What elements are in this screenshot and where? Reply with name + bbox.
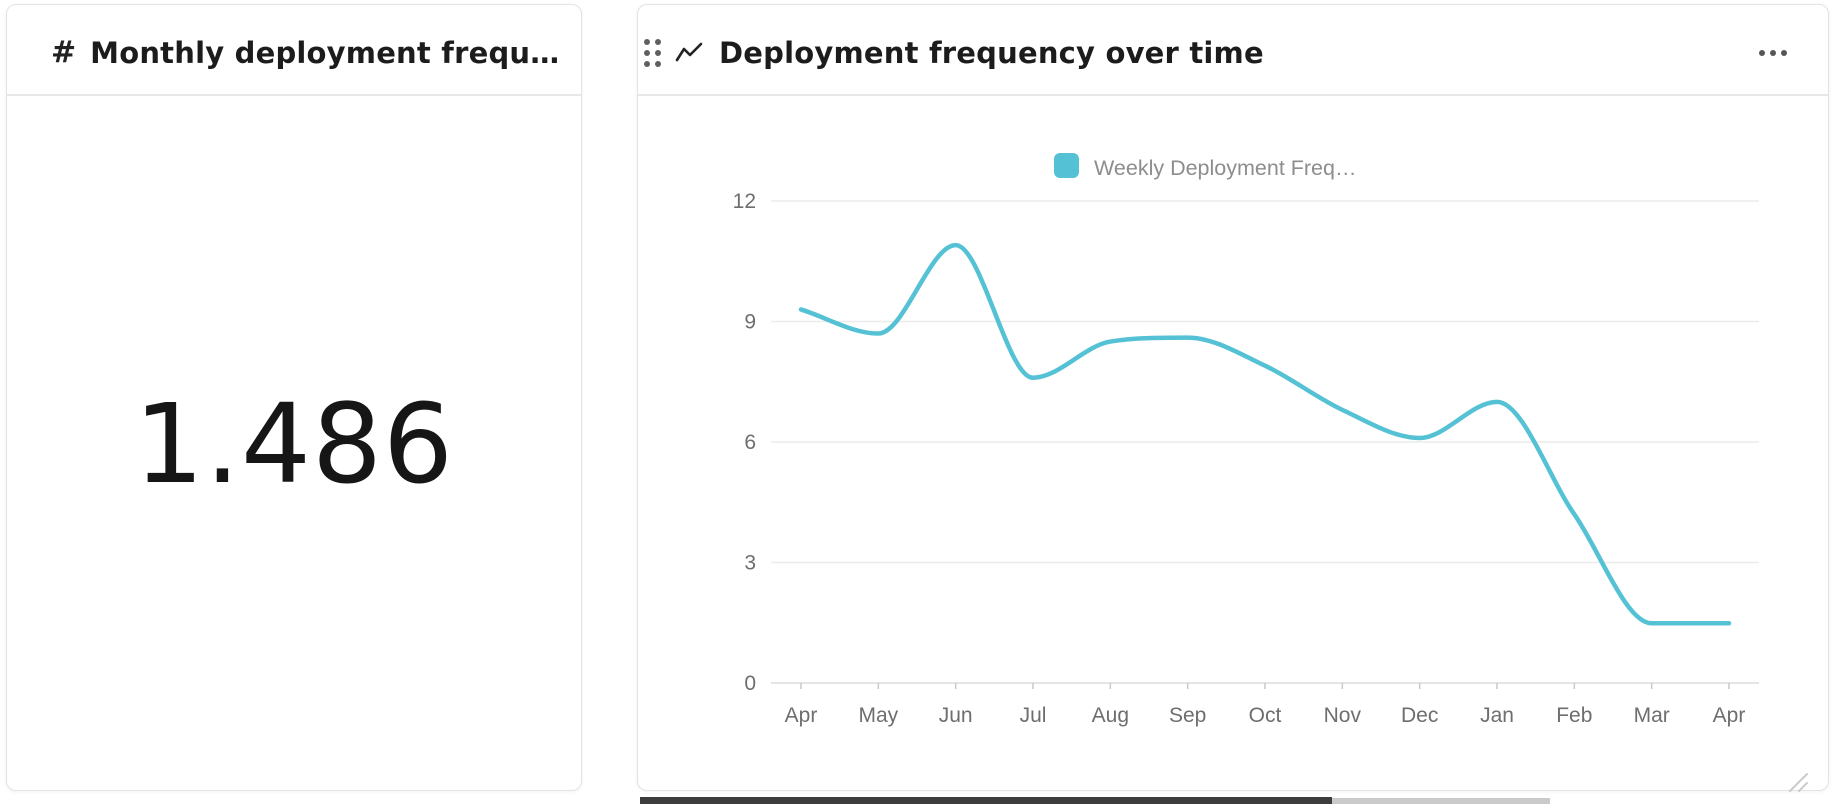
- number-widget-body: 1.486: [7, 98, 581, 790]
- x-tick-label: Apr: [1713, 704, 1746, 727]
- x-tick-label: Dec: [1401, 704, 1438, 727]
- resize-grip-icon[interactable]: [1789, 773, 1808, 792]
- line-chart-icon: [675, 42, 703, 64]
- hash-icon: #: [51, 35, 77, 70]
- y-tick-label: 0: [744, 672, 756, 695]
- data-line-weekly-deployment-freq[interactable]: [798, 242, 1732, 626]
- x-tick-label: Mar: [1634, 704, 1670, 727]
- bottom-edge-bar-dark: [640, 797, 1332, 804]
- x-tick-label: May: [858, 704, 898, 727]
- x-tick-label: Aug: [1092, 704, 1129, 727]
- x-tick-label: Oct: [1249, 704, 1282, 727]
- bottom-edge-bar-light: [1332, 798, 1550, 804]
- y-tick-label: 6: [744, 431, 756, 454]
- x-tick-label: Jan: [1480, 704, 1514, 727]
- number-widget-card: # Monthly deployment frequen… 1.486: [6, 4, 582, 791]
- legend-label[interactable]: Weekly Deployment Freq…: [1094, 156, 1356, 180]
- drag-handle-icon[interactable]: [644, 38, 661, 67]
- x-tick-label: Jun: [939, 704, 973, 727]
- metric-value: 1.486: [134, 380, 454, 508]
- y-tick-label: 3: [744, 552, 756, 575]
- resize-grip-icon[interactable]: [1798, 782, 1808, 792]
- legend-marker[interactable]: [1054, 153, 1079, 178]
- ellipsis-menu-icon[interactable]: [1757, 42, 1789, 64]
- x-tick-label: Nov: [1324, 704, 1362, 727]
- number-widget-title: Monthly deployment frequen…: [90, 35, 563, 70]
- x-tick-label: Sep: [1169, 704, 1206, 727]
- y-tick-label: 12: [733, 190, 756, 213]
- x-tick-label: Jul: [1020, 704, 1047, 727]
- x-tick-label: Feb: [1556, 704, 1592, 727]
- chart-widget-card: Deployment frequency over time Weekly De…: [637, 4, 1830, 792]
- chart-widget-header: Deployment frequency over time: [638, 5, 1828, 96]
- y-tick-label: 9: [744, 311, 756, 334]
- number-widget-header: # Monthly deployment frequen…: [7, 5, 581, 96]
- x-tick-label: Apr: [785, 704, 818, 727]
- deployment-frequency-chart[interactable]: Weekly Deployment Freq… 12 9 6 3 0 Apr May Jun Ju…: [638, 5, 1830, 792]
